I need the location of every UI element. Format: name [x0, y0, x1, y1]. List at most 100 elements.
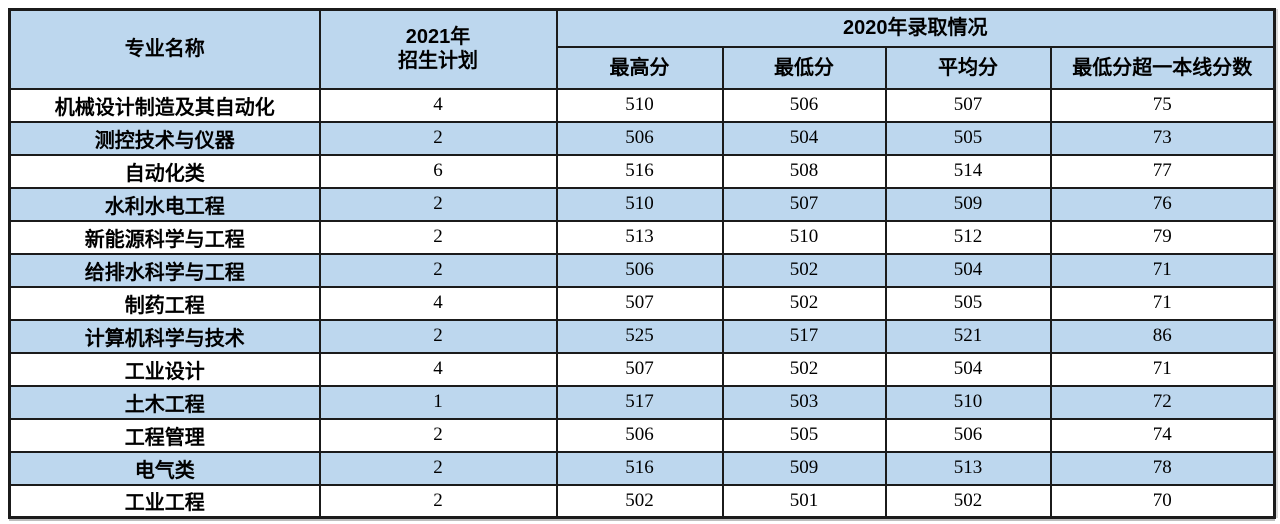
table-row: 测控技术与仪器 2 506 504 505 73	[8, 120, 1276, 156]
table-row: 水利水电工程 2 510 507 509 76	[8, 186, 1276, 222]
over-line-cell: 70	[1049, 483, 1276, 519]
over-line-cell: 71	[1049, 351, 1276, 387]
min-score-cell: 509	[721, 450, 887, 486]
avg-score-cell: 514	[884, 153, 1052, 189]
min-score-cell: 506	[721, 87, 887, 123]
header-min-score: 最低分	[721, 45, 887, 90]
over-line-cell: 79	[1049, 219, 1276, 255]
avg-score-cell: 507	[884, 87, 1052, 123]
max-score-cell: 506	[555, 252, 724, 288]
table-row: 自动化类 6 516 508 514 77	[8, 153, 1276, 189]
avg-score-cell: 504	[884, 351, 1052, 387]
major-name-cell: 给排水科学与工程	[8, 252, 321, 288]
plan-cell: 1	[318, 384, 558, 420]
major-name-cell: 制药工程	[8, 285, 321, 321]
plan-cell: 4	[318, 351, 558, 387]
min-score-cell: 502	[721, 351, 887, 387]
over-line-cell: 73	[1049, 120, 1276, 156]
admission-scores-table: 专业名称 2021年 招生计划 2020年录取情况 最高分 最低分 平均分 最低…	[8, 8, 1276, 519]
plan-cell: 2	[318, 483, 558, 519]
min-score-cell: 504	[721, 120, 887, 156]
min-score-cell: 505	[721, 417, 887, 453]
header-group-2020: 2020年录取情况	[555, 8, 1276, 48]
avg-score-cell: 506	[884, 417, 1052, 453]
major-name-cell: 机械设计制造及其自动化	[8, 87, 321, 123]
header-over-line: 最低分超一本线分数	[1049, 45, 1276, 90]
max-score-cell: 517	[555, 384, 724, 420]
major-name-cell: 电气类	[8, 450, 321, 486]
avg-score-cell: 505	[884, 285, 1052, 321]
header-group-row: 专业名称 2021年 招生计划 2020年录取情况	[8, 8, 1276, 90]
plan-cell: 2	[318, 186, 558, 222]
header-plan-2021: 2021年 招生计划	[318, 8, 558, 90]
header-major: 专业名称	[8, 8, 321, 90]
table-row: 机械设计制造及其自动化 4 510 506 507 75	[8, 87, 1276, 123]
min-score-cell: 508	[721, 153, 887, 189]
over-line-cell: 77	[1049, 153, 1276, 189]
plan-cell: 2	[318, 120, 558, 156]
header-avg-score: 平均分	[884, 45, 1052, 90]
avg-score-cell: 504	[884, 252, 1052, 288]
over-line-cell: 78	[1049, 450, 1276, 486]
plan-cell: 2	[318, 318, 558, 354]
max-score-cell: 525	[555, 318, 724, 354]
major-name-cell: 水利水电工程	[8, 186, 321, 222]
max-score-cell: 506	[555, 120, 724, 156]
major-name-cell: 工业设计	[8, 351, 321, 387]
avg-score-cell: 521	[884, 318, 1052, 354]
plan-cell: 4	[318, 87, 558, 123]
major-name-cell: 工业工程	[8, 483, 321, 519]
over-line-cell: 76	[1049, 186, 1276, 222]
max-score-cell: 513	[555, 219, 724, 255]
min-score-cell: 502	[721, 252, 887, 288]
plan-cell: 6	[318, 153, 558, 189]
table-row: 工业工程 2 502 501 502 70	[8, 483, 1276, 519]
over-line-cell: 71	[1049, 285, 1276, 321]
table-row: 工程管理 2 506 505 506 74	[8, 417, 1276, 453]
over-line-cell: 75	[1049, 87, 1276, 123]
header-sub-row: 最高分 最低分 平均分 最低分超一本线分数	[10, 45, 1276, 90]
min-score-cell: 507	[721, 186, 887, 222]
major-name-cell: 土木工程	[8, 384, 321, 420]
avg-score-cell: 513	[884, 450, 1052, 486]
major-name-cell: 测控技术与仪器	[8, 120, 321, 156]
plan-cell: 2	[318, 219, 558, 255]
min-score-cell: 517	[721, 318, 887, 354]
avg-score-cell: 512	[884, 219, 1052, 255]
major-name-cell: 新能源科学与工程	[8, 219, 321, 255]
header-plan-line2: 招生计划	[398, 50, 478, 73]
min-score-cell: 510	[721, 219, 887, 255]
table-row: 新能源科学与工程 2 513 510 512 79	[8, 219, 1276, 255]
table-row: 计算机科学与技术 2 525 517 521 86	[8, 318, 1276, 354]
table-row: 土木工程 1 517 503 510 72	[8, 384, 1276, 420]
plan-cell: 2	[318, 450, 558, 486]
min-score-cell: 503	[721, 384, 887, 420]
avg-score-cell: 510	[884, 384, 1052, 420]
table-row: 制药工程 4 507 502 505 71	[8, 285, 1276, 321]
max-score-cell: 516	[555, 153, 724, 189]
table-row: 工业设计 4 507 502 504 71	[8, 351, 1276, 387]
avg-score-cell: 509	[884, 186, 1052, 222]
table-row: 给排水科学与工程 2 506 502 504 71	[8, 252, 1276, 288]
table-row: 电气类 2 516 509 513 78	[8, 450, 1276, 486]
over-line-cell: 72	[1049, 384, 1276, 420]
avg-score-cell: 505	[884, 120, 1052, 156]
over-line-cell: 74	[1049, 417, 1276, 453]
major-name-cell: 计算机科学与技术	[8, 318, 321, 354]
min-score-cell: 502	[721, 285, 887, 321]
min-score-cell: 501	[721, 483, 887, 519]
major-name-cell: 自动化类	[8, 153, 321, 189]
header-max-score: 最高分	[555, 45, 724, 90]
avg-score-cell: 502	[884, 483, 1052, 519]
max-score-cell: 510	[555, 87, 724, 123]
major-name-cell: 工程管理	[8, 417, 321, 453]
over-line-cell: 86	[1049, 318, 1276, 354]
max-score-cell: 506	[555, 417, 724, 453]
max-score-cell: 516	[555, 450, 724, 486]
max-score-cell: 507	[555, 285, 724, 321]
plan-cell: 4	[318, 285, 558, 321]
plan-cell: 2	[318, 252, 558, 288]
over-line-cell: 71	[1049, 252, 1276, 288]
max-score-cell: 510	[555, 186, 724, 222]
header-plan-line1: 2021年	[405, 26, 471, 49]
